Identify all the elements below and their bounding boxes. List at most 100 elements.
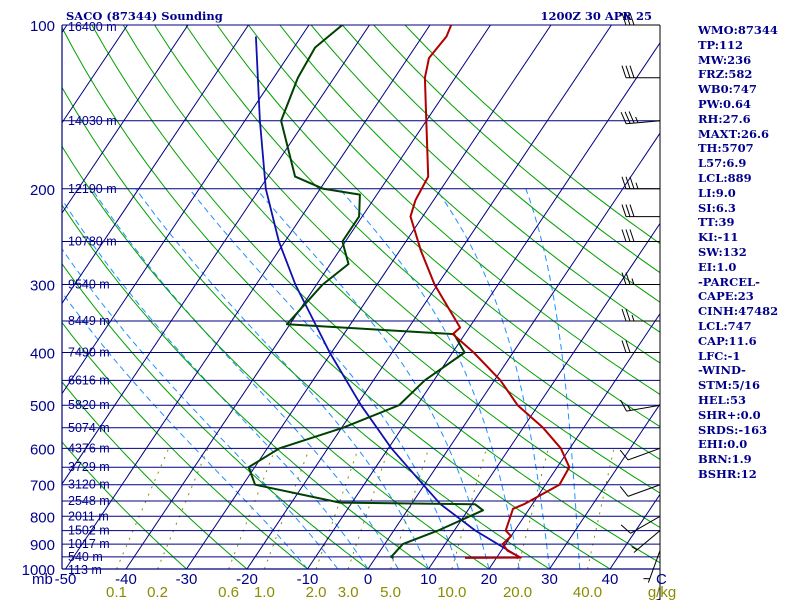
mixing-ratio-line xyxy=(157,448,209,569)
mixing-ratio-line xyxy=(228,448,276,569)
height-label: 5074 m xyxy=(68,421,110,435)
height-label: 10780 m xyxy=(68,234,117,248)
index-line: L57:6.9 xyxy=(698,156,747,171)
index-line: BSHR:12 xyxy=(698,466,757,481)
pressure-tick-label: 1000 xyxy=(22,562,55,579)
pressure-tick-label: 200 xyxy=(30,182,55,199)
temperature-tick-label: -40 xyxy=(115,571,137,588)
index-line: HEL:53 xyxy=(698,392,746,407)
temperature-tick-label: 20 xyxy=(481,571,498,588)
wind-barb-half-flag xyxy=(631,314,635,322)
index-line: CAP:11.6 xyxy=(698,333,757,348)
index-line: WMO:87344 xyxy=(698,23,778,37)
height-label: 3120 m xyxy=(68,478,110,492)
wind-barb-half-flag xyxy=(627,404,631,411)
stability-indices-panel: WMO:87344 TP:112 MW:236 FRZ:582 WB0:747 PW:0.… xyxy=(698,23,798,482)
temperature-tick-label: -20 xyxy=(236,571,258,588)
wind-barb-flag xyxy=(619,486,629,497)
wind-barb-flag xyxy=(621,12,627,26)
wind-barb-flag xyxy=(621,204,627,217)
wind-barb-flag xyxy=(621,65,627,78)
index-line: -PARCEL- xyxy=(698,274,760,289)
temperature-tick-label: 30 xyxy=(541,571,558,588)
index-line: KI:-11 xyxy=(698,230,739,245)
wind-barb xyxy=(621,204,660,218)
index-line: LCL:889 xyxy=(698,170,752,185)
wind-barb-flag xyxy=(621,229,627,242)
temperature-tick-label: 10 xyxy=(420,571,437,588)
pressure-tick-label: 700 xyxy=(30,478,55,495)
mixing-ratio-tick-label: 10.0 xyxy=(437,584,466,600)
wind-barb-shaft xyxy=(627,484,661,497)
wind-barb xyxy=(655,569,661,600)
temperature-unit-label: C xyxy=(656,571,667,588)
wind-barb-flag xyxy=(624,111,631,124)
wind-barb-flag xyxy=(629,204,635,217)
wind-barb-shaft xyxy=(633,530,661,553)
wind-barb-flag xyxy=(621,272,627,285)
index-line: EHI:0.0 xyxy=(698,437,748,452)
pressure-unit-label: mb xyxy=(32,571,53,588)
mixing-ratio-tick-label: 0.2 xyxy=(147,584,168,600)
isotherm-line xyxy=(0,25,6,569)
mixing-ratio-line xyxy=(315,448,359,569)
chart-title: SACO (87344) Sounding xyxy=(66,9,223,23)
temperature-tick-label: -30 xyxy=(176,571,198,588)
wind-barb-half-flag xyxy=(631,546,638,551)
isotherm-line xyxy=(125,25,491,569)
index-line: BRN:1.9 xyxy=(698,452,752,467)
index-line: TP:112 xyxy=(698,37,744,52)
index-line: TT:39 xyxy=(698,215,735,230)
wind-barb-flag xyxy=(625,204,631,217)
pressure-tick-label: 900 xyxy=(30,537,55,554)
pressure-tick-label: 300 xyxy=(30,278,55,295)
wind-barb xyxy=(621,12,660,26)
height-label: 8449 m xyxy=(68,314,110,328)
isotherm-line xyxy=(62,25,370,485)
height-label: 113 m xyxy=(68,563,102,577)
wind-barb xyxy=(621,340,660,354)
dry-adiabat-line xyxy=(62,204,429,569)
wind-barb-flag xyxy=(619,449,629,461)
index-line: STM:5/16 xyxy=(698,378,761,393)
dry-adiabat-line xyxy=(62,262,369,569)
height-label: 16400 m xyxy=(68,20,117,34)
chart-time: 1200Z 30 APR 25 xyxy=(540,9,652,23)
wind-barb-half-flag xyxy=(655,598,661,600)
mixing-ratio-line xyxy=(347,448,390,569)
index-line: TH:5707 xyxy=(698,141,754,156)
height-label: 2011 m xyxy=(68,509,109,523)
index-line: SRDS:-163 xyxy=(698,422,768,437)
wind-barb-flag xyxy=(625,12,631,26)
isotherm-line xyxy=(65,25,431,569)
index-line: SHR+:0.0 xyxy=(698,407,761,422)
index-line: CAPE:23 xyxy=(698,289,754,304)
wind-barb-half-flag xyxy=(635,116,639,123)
index-line: LI:9.0 xyxy=(698,185,736,200)
index-line: EI:1.0 xyxy=(698,259,737,274)
pressure-tick-label: 800 xyxy=(30,509,55,526)
wind-barb-flag xyxy=(629,229,635,242)
mixing-ratio-tick-label: 5.0 xyxy=(380,584,401,600)
parcel-trace xyxy=(255,36,522,559)
mixing-ratio-line xyxy=(390,448,430,569)
wind-barb-flag xyxy=(625,176,631,189)
index-line: SW:132 xyxy=(698,244,747,259)
wind-barb xyxy=(621,176,660,190)
axis-labels: 16400 m 14030 m 12190 m 10780 m 9540 m 8449 m… xyxy=(22,18,677,600)
wind-barb-flag xyxy=(629,65,635,78)
wind-barbs xyxy=(619,12,661,600)
height-label: 2548 m xyxy=(68,494,110,508)
wind-barb-flag xyxy=(628,111,635,124)
index-line: CINH:47482 xyxy=(698,304,779,319)
mixing-ratio-line xyxy=(116,448,170,569)
temperature-trace xyxy=(409,25,571,559)
wind-barb xyxy=(643,550,661,583)
index-line: RH:27.6 xyxy=(698,111,751,126)
dry-adiabat-line xyxy=(122,25,660,529)
temperature-tick-label: 40 xyxy=(602,571,619,588)
dry-adiabat-line xyxy=(154,25,660,494)
wind-barb-half-flag xyxy=(635,182,639,189)
moist-adiabat-line xyxy=(525,188,581,569)
height-label: 1502 m xyxy=(68,524,110,538)
